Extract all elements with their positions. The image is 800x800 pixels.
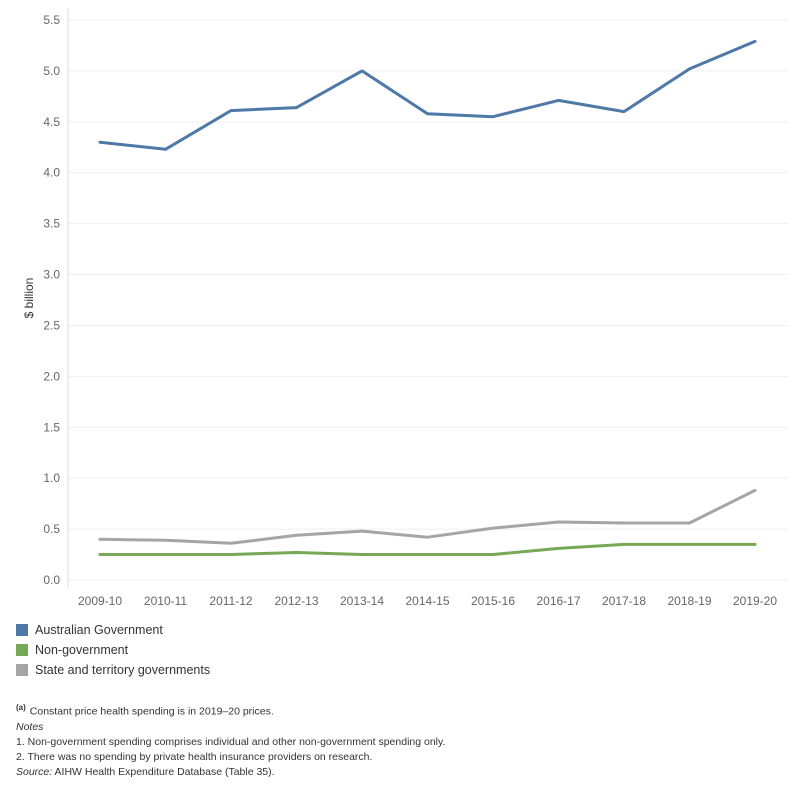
- data-point[interactable]: [227, 551, 235, 559]
- x-tick-label: 2013-14: [340, 594, 384, 608]
- source-line: Source: AIHW Health Expenditure Database…: [16, 765, 445, 780]
- data-point[interactable]: [96, 138, 104, 146]
- notes-heading: Notes: [16, 720, 44, 733]
- data-point[interactable]: [96, 535, 104, 543]
- footnotes: (a) Constant price health spending is in …: [16, 700, 445, 780]
- data-point[interactable]: [620, 540, 628, 548]
- y-axis-title: $ billion: [22, 278, 36, 319]
- source-text: AIHW Health Expenditure Database (Table …: [52, 765, 275, 778]
- data-point[interactable]: [555, 96, 563, 104]
- data-point[interactable]: [489, 113, 497, 121]
- data-point[interactable]: [358, 551, 366, 559]
- footnote-text: Constant price health spending is in 201…: [29, 705, 274, 718]
- footnote-marker: (a): [16, 703, 26, 712]
- y-tick-label: 0.0: [43, 573, 60, 587]
- data-point[interactable]: [424, 110, 432, 118]
- x-tick-label: 2019-20: [733, 594, 777, 608]
- data-point[interactable]: [686, 519, 694, 527]
- x-tick-label: 2010-11: [144, 594, 187, 608]
- data-point[interactable]: [358, 527, 366, 535]
- data-point[interactable]: [162, 145, 170, 153]
- data-point[interactable]: [227, 539, 235, 547]
- legend: Australian Government Non-government Sta…: [16, 620, 210, 680]
- data-point[interactable]: [555, 544, 563, 552]
- data-point[interactable]: [293, 104, 301, 112]
- data-point[interactable]: [162, 551, 170, 559]
- data-point[interactable]: [686, 540, 694, 548]
- footnote-a: (a) Constant price health spending is in …: [16, 700, 445, 720]
- data-point[interactable]: [424, 533, 432, 541]
- legend-swatch: [16, 664, 28, 676]
- data-point[interactable]: [96, 551, 104, 559]
- data-point[interactable]: [751, 37, 759, 45]
- legend-label: Non-government: [35, 643, 129, 657]
- y-tick-label: 3.0: [43, 268, 60, 282]
- gridlines: [67, 8, 788, 588]
- series-line-state-and-territory-governments[interactable]: [98, 488, 757, 545]
- y-tick-label: 2.0: [43, 369, 60, 383]
- y-tick-label: 0.5: [43, 522, 60, 536]
- x-tick-label: 2016-17: [536, 594, 580, 608]
- data-point[interactable]: [620, 108, 628, 116]
- legend-swatch: [16, 624, 28, 636]
- x-tick-label: 2015-16: [471, 594, 515, 608]
- data-point[interactable]: [162, 536, 170, 544]
- data-point[interactable]: [293, 531, 301, 539]
- data-point[interactable]: [489, 551, 497, 559]
- line-chart: 0.0 0.5 1.0 1.5 2.0 2.5 3.0 3.5 4.0 4.5 5.0 5.5 200…: [22, 8, 788, 608]
- data-point[interactable]: [424, 551, 432, 559]
- x-tick-label: 2017-18: [602, 594, 646, 608]
- y-tick-label: 4.5: [43, 115, 60, 129]
- data-point[interactable]: [686, 65, 694, 73]
- data-point[interactable]: [293, 549, 301, 557]
- y-tick-label: 1.0: [43, 471, 60, 485]
- x-tick-label: 2014-15: [405, 594, 449, 608]
- legend-item-non-government[interactable]: Non-government: [16, 640, 210, 660]
- legend-swatch: [16, 644, 28, 656]
- series-line-australian-government[interactable]: [98, 39, 757, 151]
- y-axis-ticks: 0.0 0.5 1.0 1.5 2.0 2.5 3.0 3.5 4.0 4.5 5.0 5.5: [43, 13, 60, 587]
- x-tick-label: 2012-13: [274, 594, 318, 608]
- data-point[interactable]: [358, 67, 366, 75]
- note-2: 2. There was no spending by private heal…: [16, 750, 373, 763]
- y-tick-label: 5.5: [43, 13, 60, 27]
- data-point[interactable]: [227, 107, 235, 115]
- legend-label: Australian Government: [35, 623, 163, 637]
- legend-item-australian-government[interactable]: Australian Government: [16, 620, 210, 640]
- y-tick-label: 5.0: [43, 64, 60, 78]
- legend-label: State and territory governments: [35, 663, 211, 677]
- x-tick-label: 2009-10: [78, 594, 122, 608]
- legend-item-state-territory[interactable]: State and territory governments: [16, 660, 210, 680]
- series-lines: [96, 37, 759, 559]
- y-tick-label: 3.5: [43, 217, 60, 231]
- data-point[interactable]: [555, 518, 563, 526]
- data-point[interactable]: [489, 524, 497, 532]
- data-point[interactable]: [751, 486, 759, 494]
- series-line-non-government[interactable]: [98, 542, 757, 556]
- y-tick-label: 1.5: [43, 420, 60, 434]
- note-1: 1. Non-government spending comprises ind…: [16, 735, 446, 748]
- x-tick-label: 2011-12: [209, 594, 252, 608]
- y-tick-label: 2.5: [43, 318, 60, 332]
- y-tick-label: 4.0: [43, 166, 60, 180]
- data-point[interactable]: [751, 540, 759, 548]
- data-point[interactable]: [620, 519, 628, 527]
- x-axis-ticks: 2009-10 2010-11 2011-12 2012-13 2013-14 2014-…: [78, 594, 777, 608]
- x-tick-label: 2018-19: [667, 594, 711, 608]
- source-label: Source:: [16, 765, 53, 778]
